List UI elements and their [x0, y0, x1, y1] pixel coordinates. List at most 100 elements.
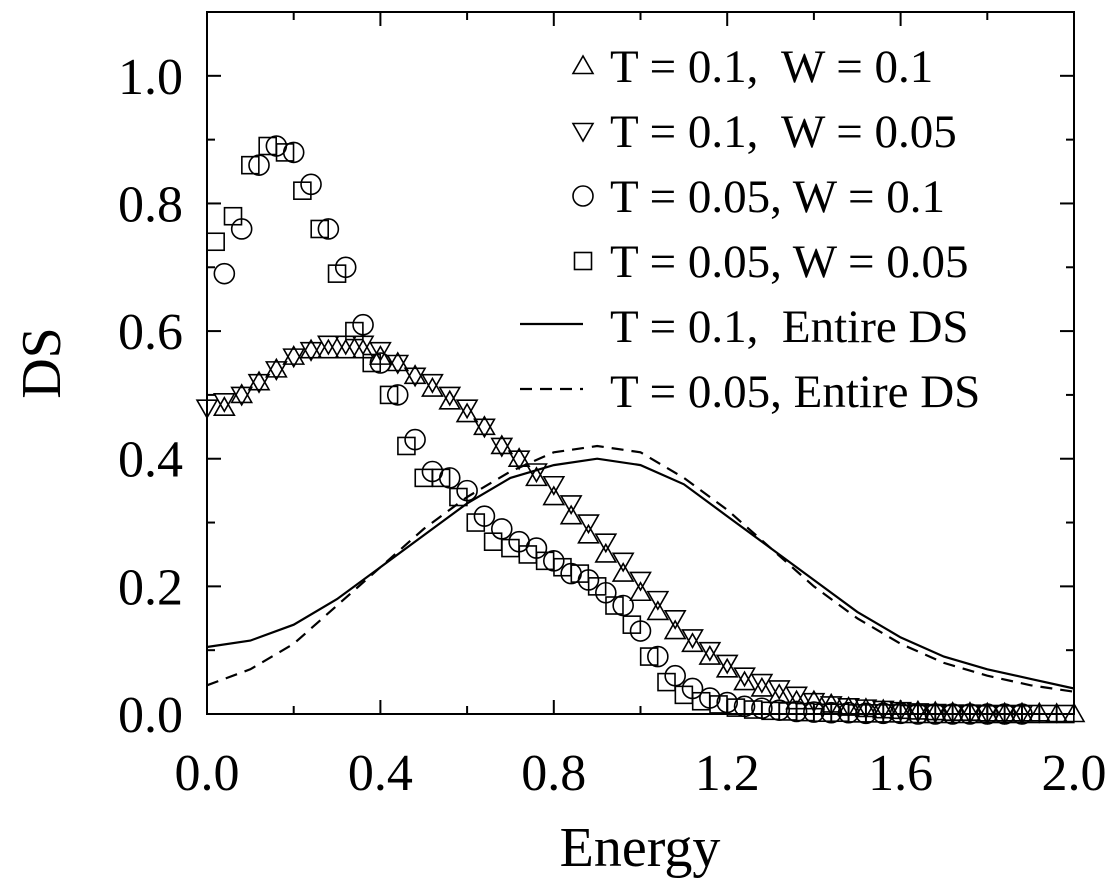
data-point-circle [941, 703, 964, 725]
data-point-triangle-down [438, 386, 462, 407]
data-point-square [310, 219, 330, 239]
y-tick-label: 0.2 [118, 559, 183, 616]
data-point-triangle-down [646, 590, 670, 611]
data-point-triangle-up [230, 383, 254, 404]
data-point-square [275, 143, 295, 162]
data-point-triangle-up [264, 357, 288, 378]
data-point-triangle-up [247, 370, 271, 391]
data-point-circle [785, 700, 808, 723]
legend-marker-triangle-down [571, 122, 595, 143]
tick-labels: 0.0 0.4 0.8 1.2 1.6 2.0 0.0 0.2 0.4 0.6 0.8 1.0 [118, 49, 1107, 802]
series-line-dashed [206, 444, 1075, 693]
data-point-triangle-down [542, 475, 566, 496]
data-point-square [293, 181, 312, 200]
data-point-circle [1011, 703, 1033, 725]
data-point-triangle-down [507, 450, 531, 471]
x-tick-label: 0.0 [175, 745, 240, 802]
legend-marker-square [573, 251, 593, 271]
y-axis-label: DS [11, 327, 73, 399]
data-point-triangle-down [317, 335, 340, 356]
data-point-triangle-down [299, 341, 323, 362]
data-point-triangle-down [230, 386, 254, 407]
data-point-triangle-up [317, 338, 340, 359]
data-point-triangle-up [438, 389, 462, 410]
data-point-triangle-up [455, 402, 479, 423]
data-point-circle [907, 703, 929, 725]
data-point-triangle-down [473, 418, 496, 439]
y-tick-label: 0.0 [118, 687, 183, 744]
data-point-triangle-down [386, 354, 410, 375]
data-point-triangle-up [646, 600, 670, 621]
data-point-triangle-down [819, 696, 843, 717]
curves [206, 444, 1075, 693]
data-point-triangle-down [212, 392, 236, 413]
data-point-triangle-up [507, 447, 531, 468]
x-tick-label: 1.6 [868, 745, 933, 802]
data-point-circle [872, 702, 895, 725]
data-point-triangle-up [715, 657, 739, 678]
legend-marker-circle [572, 185, 594, 207]
data-point-triangle-up [490, 434, 514, 455]
data-point-square [605, 596, 624, 615]
data-point-triangle-up [577, 523, 600, 544]
data-point-triangle-down [733, 667, 756, 688]
data-point-triangle-down [802, 692, 826, 713]
data-point-triangle-down [629, 571, 652, 592]
data-point-triangle-up [334, 338, 358, 359]
data-point-circle [820, 701, 843, 724]
data-point-circle [993, 703, 1016, 725]
data-point-triangle-down [525, 463, 548, 484]
data-point-triangle-up [663, 619, 687, 640]
data-point-triangle-down [681, 629, 704, 650]
markers [195, 135, 1086, 725]
data-point-triangle-up [525, 466, 548, 487]
data-point-triangle-down [611, 552, 635, 573]
data-point-triangle-up [282, 345, 306, 365]
data-point-square [587, 577, 607, 596]
data-point-triangle-down [854, 699, 878, 720]
data-point-triangle-up [698, 644, 722, 665]
data-point-square [1056, 704, 1075, 724]
legend-label: T = 0.05, Entire DS [610, 366, 980, 418]
data-point-square [449, 487, 468, 507]
data-point-circle [959, 703, 981, 725]
data-point-triangle-down [455, 399, 479, 420]
x-tick-label: 2.0 [1042, 745, 1107, 802]
data-point-triangle-down [750, 673, 774, 694]
data-point-triangle-down [715, 654, 739, 675]
data-point-triangle-up [386, 351, 410, 372]
data-point-square [223, 206, 243, 226]
data-point-square [570, 564, 590, 583]
y-tick-label: 0.8 [118, 176, 183, 233]
data-point-square [397, 436, 416, 456]
data-point-triangle-down [282, 348, 306, 369]
y-tick-label: 0.4 [118, 432, 183, 489]
data-point-triangle-down [403, 367, 427, 388]
data-point-square [639, 647, 659, 666]
data-point-circle [386, 384, 409, 406]
x-tick-label: 0.8 [521, 745, 586, 802]
data-point-square [327, 264, 347, 283]
data-point-square [206, 232, 225, 252]
data-point-circle [647, 645, 669, 668]
data-point-circle [282, 141, 305, 164]
legend-label: T = 0.05, W = 0.1 [610, 171, 945, 223]
data-point-triangle-down [577, 514, 600, 535]
data-point-triangle-up [542, 485, 566, 506]
series-line-solid [206, 457, 1075, 690]
data-point-circle [803, 701, 825, 723]
data-point-triangle-up [611, 561, 635, 582]
data-point-triangle-down [785, 686, 808, 707]
data-point-triangle-down [871, 700, 895, 721]
data-point-triangle-down [247, 373, 271, 394]
data-point-circle [213, 262, 236, 285]
data-point-square [466, 513, 486, 532]
data-point-triangle-up [473, 415, 496, 436]
legend-marker-triangle-up [571, 54, 595, 75]
y-tick-label: 1.0 [118, 49, 183, 106]
data-point-square [431, 468, 451, 488]
data-point-circle [317, 218, 340, 240]
x-tick-label: 1.2 [695, 745, 760, 802]
legend-label: T = 0.1, W = 0.1 [610, 41, 933, 93]
y-tick-label: 0.6 [118, 304, 183, 361]
